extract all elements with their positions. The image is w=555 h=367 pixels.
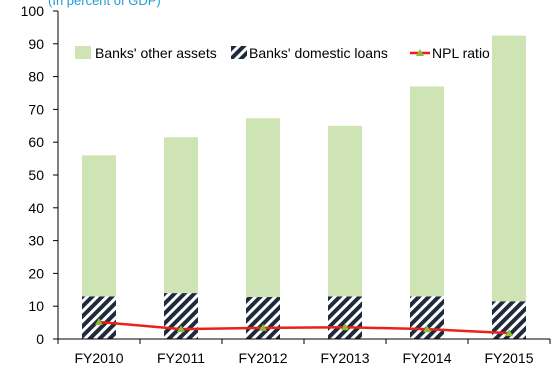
y-tick-label: 80 [28, 69, 44, 85]
y-tick-label: 30 [28, 233, 44, 249]
legend: Banks' other assets Banks' domestic loans… [75, 45, 490, 61]
y-tick-label: 50 [28, 167, 44, 183]
legend-label-domestic-loans: Banks' domestic loans [249, 45, 388, 61]
x-tick-label: FY2011 [157, 350, 205, 366]
legend-label-other-assets: Banks' other assets [95, 45, 217, 61]
y-axis: 0 10 20 30 40 50 60 70 80 90 100 [21, 3, 59, 347]
npl-point [341, 323, 349, 331]
y-tick-label: 10 [28, 298, 44, 314]
chart-subtitle: (In percent of GDP) [48, 0, 161, 8]
bar-other-assets [246, 118, 280, 298]
y-tick-label: 60 [28, 134, 44, 150]
y-tick-label: 70 [28, 101, 44, 117]
bar-other-assets [82, 155, 116, 297]
x-tick-label: FY2015 [484, 350, 533, 366]
bar-other-assets [328, 125, 362, 297]
x-tick-label: FY2012 [238, 350, 287, 366]
bar-other-assets [410, 86, 444, 297]
npl-point [423, 325, 431, 333]
npl-point [259, 323, 267, 331]
npl-point [505, 329, 513, 337]
x-tick-label: FY2013 [320, 350, 369, 366]
legend-label-npl: NPL ratio [432, 45, 490, 61]
npl-line [95, 317, 513, 337]
legend-swatch-other-assets [75, 46, 91, 59]
npl-point [95, 317, 103, 325]
y-tick-label: 90 [28, 36, 44, 52]
x-tick-label: FY2014 [402, 350, 451, 366]
y-tick-label: 20 [28, 265, 44, 281]
npl-point [177, 325, 185, 333]
bar-domestic-loans [246, 297, 280, 339]
legend-swatch-npl-marker [416, 49, 424, 56]
x-tick-label: FY2010 [74, 350, 123, 366]
y-tick-label: 40 [28, 200, 44, 216]
bars [82, 35, 526, 339]
x-axis: FY2010 FY2011 FY2012 FY2013 FY2014 FY2015 [57, 338, 551, 366]
bar-domestic-loans [82, 296, 116, 339]
y-tick-label: 0 [36, 331, 44, 347]
bar-domestic-loans [328, 296, 362, 339]
npl-series-line [98, 320, 510, 335]
y-tick-label: 100 [21, 3, 45, 19]
legend-swatch-domestic-loans [231, 46, 247, 59]
bar-other-assets [492, 35, 526, 302]
bar-other-assets [164, 137, 198, 294]
bar-domestic-loans [410, 296, 444, 339]
